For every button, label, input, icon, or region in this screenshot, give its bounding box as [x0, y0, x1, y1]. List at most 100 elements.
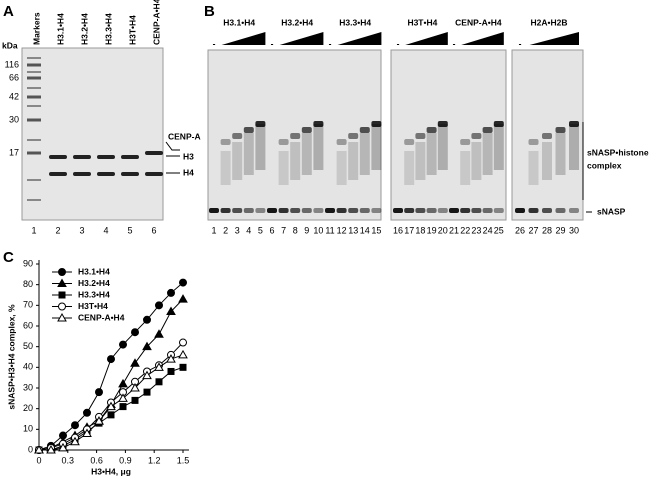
- band: [482, 127, 493, 133]
- gel-b: [511, 49, 584, 221]
- band-label: H3: [183, 151, 194, 161]
- band: [569, 124, 579, 170]
- band: [426, 133, 437, 175]
- band: [493, 121, 504, 127]
- band: [232, 133, 243, 139]
- band: [49, 172, 67, 176]
- band: [290, 133, 301, 139]
- band: [555, 208, 566, 213]
- marker-band: [27, 95, 41, 99]
- legend-label: CENP-A•H4: [78, 312, 125, 322]
- band: [220, 208, 231, 213]
- marker-band: [27, 139, 41, 141]
- point: [106, 401, 116, 411]
- lane-number: 8: [293, 225, 298, 235]
- band: [460, 139, 471, 145]
- x-tick-label: 0.9: [119, 455, 132, 465]
- group-label: H3.1•H4: [223, 17, 255, 27]
- lane-number: 6: [151, 225, 156, 235]
- lane-number: 25: [494, 225, 504, 235]
- band: [528, 139, 539, 145]
- band: [220, 151, 231, 185]
- marker-band: [27, 118, 41, 122]
- band: [278, 208, 289, 213]
- point: [178, 349, 188, 359]
- x-tick-label: 1.2: [148, 455, 161, 465]
- band: [336, 208, 347, 213]
- marker-band: [27, 151, 41, 155]
- legend-marker: [58, 291, 66, 299]
- marker-band: [27, 63, 41, 67]
- point: [82, 428, 92, 437]
- wedge: [221, 32, 266, 45]
- point: [107, 355, 115, 364]
- band: [278, 139, 289, 145]
- band: [325, 208, 335, 213]
- point: [143, 315, 151, 324]
- panel-letter: C: [3, 249, 14, 266]
- lane-number: 2: [55, 225, 60, 235]
- band: [255, 208, 266, 213]
- point: [46, 444, 56, 454]
- lane-number: 20: [438, 225, 448, 235]
- lane-number: 9: [304, 225, 309, 235]
- lane-number: 11: [325, 225, 334, 235]
- lane-number: 12: [337, 225, 347, 235]
- group-label: CENP-A•H4: [455, 17, 502, 27]
- marker-size: 116: [5, 59, 19, 69]
- free-label: sNASP: [597, 206, 626, 216]
- y-tick-label: 60: [23, 320, 33, 330]
- lane-number: 19: [427, 225, 437, 235]
- band: [278, 151, 289, 185]
- lane-header: H3.2•H4: [79, 13, 89, 45]
- band: [73, 155, 91, 159]
- band: [232, 208, 243, 213]
- y-tick-label: 0: [28, 444, 33, 454]
- gel-b: [207, 49, 382, 221]
- point: [70, 436, 80, 446]
- band: [460, 208, 471, 213]
- band: [359, 208, 370, 213]
- band: [542, 133, 552, 139]
- band: [313, 208, 324, 213]
- band: [209, 208, 219, 213]
- y-tick-label: 30: [23, 382, 33, 392]
- group-label: H3.2•H4: [281, 17, 313, 27]
- legend-label: H3.3•H4: [78, 289, 110, 299]
- panel-letter: B: [204, 3, 215, 20]
- minus-label: -: [397, 38, 400, 48]
- point: [142, 370, 152, 380]
- band: [121, 155, 139, 159]
- band: [371, 208, 382, 213]
- band: [313, 121, 324, 127]
- lane-number: 6: [269, 225, 274, 235]
- lane-number: 16: [393, 225, 403, 235]
- legend-label: H3.1•H4: [78, 266, 110, 276]
- line-chart: 0 10 20 30 40 50 60 70 80 90 0 0.3 0.6 0.9 1.2 1.5 H3.1•…: [23, 258, 189, 465]
- legend-label: H3.2•H4: [78, 278, 110, 288]
- marker-size: 30: [9, 114, 19, 124]
- band: [97, 155, 115, 159]
- legend-marker: [57, 278, 67, 287]
- gel-a: [21, 47, 164, 221]
- band: [49, 155, 67, 159]
- point: [179, 363, 187, 371]
- band: [542, 208, 552, 213]
- group-label: H2A•H2B: [531, 17, 568, 27]
- legend-label: H3T•H4: [78, 301, 108, 311]
- point: [166, 354, 176, 363]
- band: [482, 208, 493, 213]
- y-tick-label: 90: [23, 258, 33, 268]
- wedge: [337, 32, 382, 45]
- point: [167, 288, 175, 297]
- band: [449, 208, 459, 213]
- group-label: H3.3•H4: [339, 17, 371, 27]
- band: [415, 133, 426, 139]
- point: [142, 341, 152, 351]
- band: [569, 208, 579, 213]
- band: [243, 208, 254, 213]
- band: [426, 127, 437, 133]
- marker-band: [27, 87, 41, 89]
- band: [290, 142, 301, 180]
- wedge: [279, 32, 324, 45]
